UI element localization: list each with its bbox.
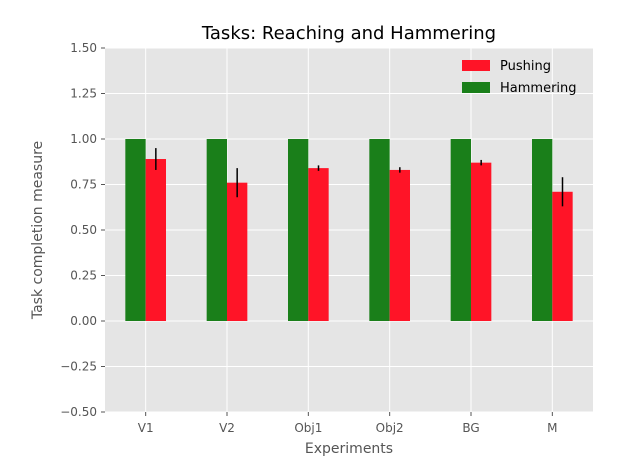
x-tick-label: V1	[138, 421, 154, 435]
bar-hammering-obj2	[369, 139, 390, 321]
bar-hammering-m	[532, 139, 553, 321]
legend-label-pushing: Pushing	[500, 59, 551, 74]
bars	[125, 139, 573, 321]
x-axis-ticks: V1 V2 Obj1 Obj2 BG M	[138, 412, 558, 435]
y-tick-label: 1.50	[70, 41, 97, 55]
legend: Pushing Hammering	[462, 59, 577, 96]
bar-pushing-v1	[145, 159, 166, 321]
x-tick-label: Obj2	[376, 421, 404, 435]
bar-hammering-v2	[206, 139, 227, 321]
chart-title: Tasks: Reaching and Hammering	[201, 23, 496, 44]
bar-pushing-v2	[227, 182, 248, 321]
y-tick-label: −0.25	[60, 360, 97, 374]
legend-swatch-hammering	[462, 82, 490, 93]
x-tick-label: Obj1	[294, 421, 322, 435]
y-tick-label: 0.00	[70, 314, 97, 328]
bar-pushing-bg	[471, 162, 492, 321]
x-tick-label: BG	[462, 421, 479, 435]
legend-swatch-pushing	[462, 60, 490, 71]
y-tick-label: −0.50	[60, 405, 97, 419]
bar-pushing-m	[552, 191, 573, 321]
legend-label-hammering: Hammering	[500, 81, 577, 96]
bar-hammering-bg	[450, 139, 471, 321]
x-tick-label: V2	[219, 421, 235, 435]
y-tick-label: 0.25	[70, 269, 97, 283]
bar-hammering-v1	[125, 139, 146, 321]
y-tick-label: 1.25	[70, 87, 97, 101]
y-axis-ticks: −0.50 −0.25 0.00 0.25 0.50 0.75 1.00 1.25 1.50	[60, 41, 105, 419]
y-axis-label: Task completion measure	[30, 141, 46, 320]
x-axis-label: Experiments	[305, 441, 393, 457]
y-tick-label: 0.50	[70, 223, 97, 237]
x-tick-label: M	[547, 421, 557, 435]
bar-hammering-obj1	[288, 139, 309, 321]
bar-pushing-obj1	[308, 168, 329, 321]
bar-pushing-obj2	[389, 169, 410, 321]
y-tick-label: 0.75	[70, 178, 97, 192]
y-tick-label: 1.00	[70, 132, 97, 146]
error-bars	[155, 148, 564, 207]
